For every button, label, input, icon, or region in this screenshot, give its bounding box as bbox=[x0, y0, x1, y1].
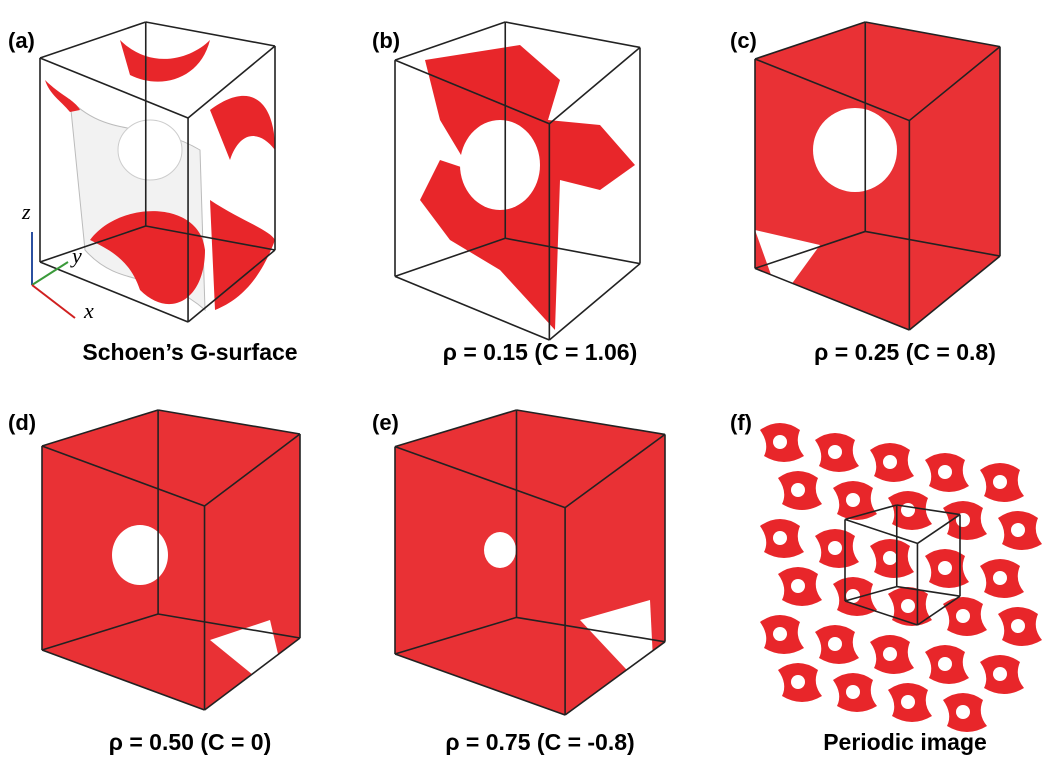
hole bbox=[813, 108, 897, 192]
periodic-hole bbox=[883, 551, 897, 565]
hole bbox=[118, 120, 182, 180]
periodic-hole bbox=[773, 627, 787, 641]
g-surface-red bbox=[45, 80, 80, 112]
periodic-hole bbox=[993, 667, 1007, 681]
panel-label: (a) bbox=[8, 28, 35, 53]
panel-label: (e) bbox=[372, 410, 399, 435]
periodic-hole bbox=[828, 541, 842, 555]
cube-edge bbox=[505, 22, 640, 47]
panel-caption: ρ = 0.75 (C = -0.8) bbox=[445, 729, 634, 755]
periodic-hole bbox=[846, 493, 860, 507]
periodic-hole bbox=[828, 445, 842, 459]
cube-edge bbox=[549, 264, 640, 340]
periodic-hole bbox=[791, 675, 805, 689]
periodic-hole bbox=[791, 579, 805, 593]
periodic-hole bbox=[901, 695, 915, 709]
g-surface-red bbox=[210, 96, 275, 160]
periodic-hole bbox=[773, 531, 787, 545]
periodic-hole bbox=[938, 465, 952, 479]
cube-edge bbox=[146, 22, 275, 46]
g-surface-red bbox=[120, 40, 210, 82]
periodic-hole bbox=[791, 483, 805, 497]
periodic-hole bbox=[956, 705, 970, 719]
periodic-hole bbox=[938, 561, 952, 575]
periodic-hole bbox=[828, 637, 842, 651]
periodic-hole bbox=[901, 599, 915, 613]
axis-label: x bbox=[83, 298, 94, 323]
periodic-hole bbox=[883, 455, 897, 469]
axis-label: z bbox=[21, 199, 31, 224]
panel-caption: ρ = 0.15 (C = 1.06) bbox=[443, 339, 638, 365]
periodic-hole bbox=[846, 685, 860, 699]
artwork bbox=[40, 22, 1042, 732]
periodic-hole bbox=[773, 435, 787, 449]
periodic-hole bbox=[1011, 523, 1025, 537]
panel-caption: Periodic image bbox=[823, 729, 987, 755]
periodic-hole bbox=[938, 657, 952, 671]
panel-label: (c) bbox=[730, 28, 757, 53]
hole bbox=[112, 525, 168, 585]
periodic-hole bbox=[901, 503, 915, 517]
panel-label: (d) bbox=[8, 410, 36, 435]
periodic-hole bbox=[883, 647, 897, 661]
g-surface-red bbox=[210, 200, 275, 310]
axis-label: y bbox=[70, 243, 82, 268]
hole bbox=[484, 532, 516, 568]
hole bbox=[460, 120, 540, 210]
cube-edge bbox=[549, 47, 640, 123]
periodic-hole bbox=[993, 571, 1007, 585]
panel-caption: Schoen’s G-surface bbox=[82, 339, 297, 365]
panel-label: (b) bbox=[372, 28, 400, 53]
periodic-hole bbox=[1011, 619, 1025, 633]
periodic-hole bbox=[993, 475, 1007, 489]
periodic-hole bbox=[956, 609, 970, 623]
panel-label: (f) bbox=[730, 410, 752, 435]
figure: z y x (a) (b) (c) (d) (e) (f) Schoen’s G… bbox=[0, 0, 1056, 768]
panel-caption: ρ = 0.50 (C = 0) bbox=[109, 729, 272, 755]
panel-caption: ρ = 0.25 (C = 0.8) bbox=[814, 339, 996, 365]
